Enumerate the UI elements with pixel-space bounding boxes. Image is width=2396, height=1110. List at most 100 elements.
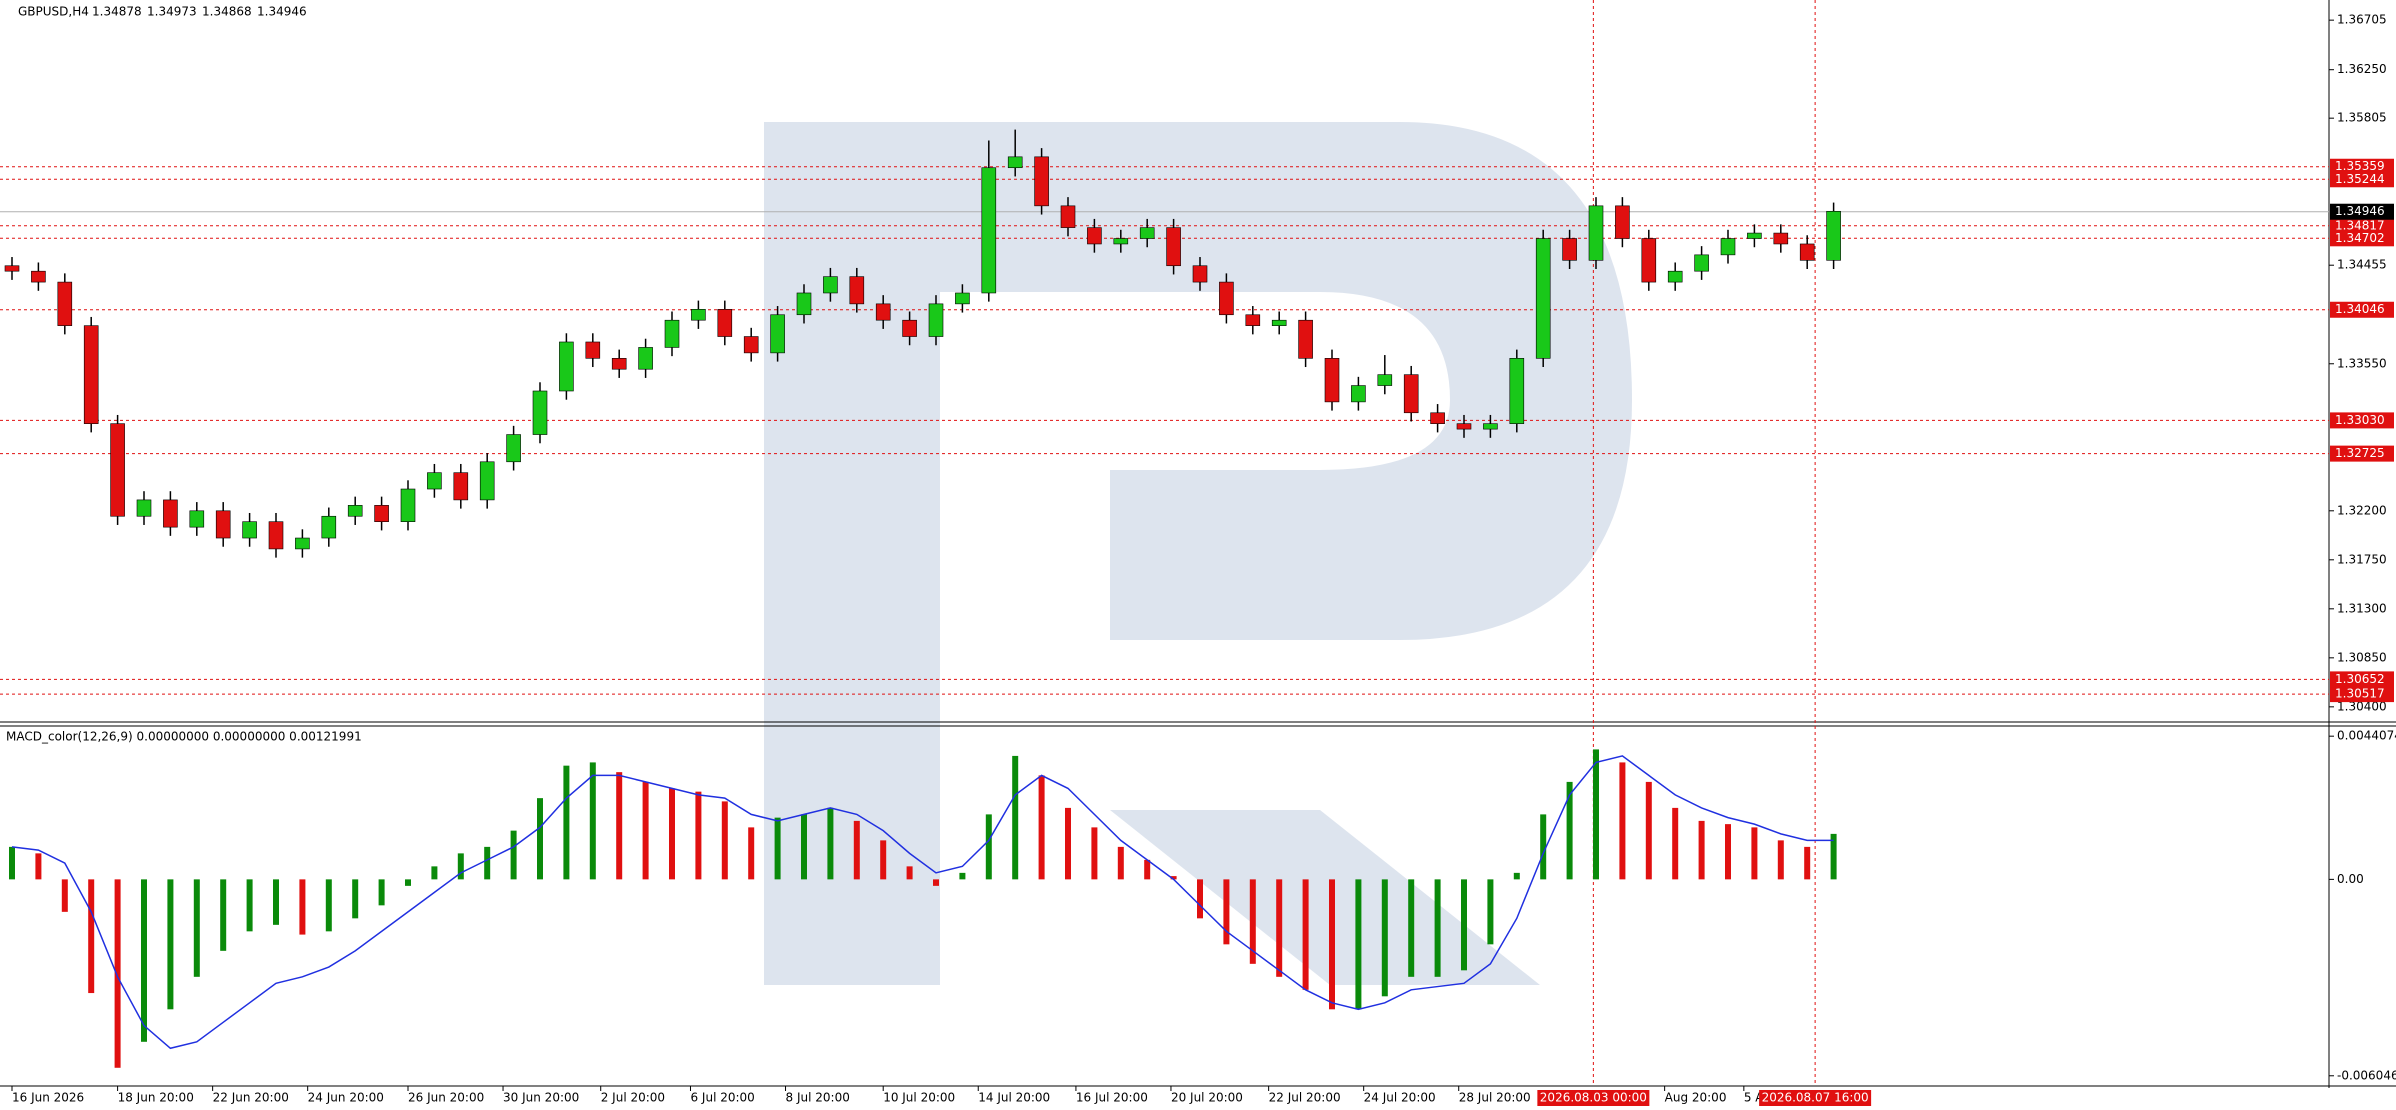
candle-body bbox=[1641, 238, 1657, 283]
macd-bar bbox=[669, 788, 675, 880]
candle-body bbox=[1826, 210, 1841, 261]
candle-body bbox=[1113, 238, 1129, 245]
candle-body bbox=[928, 303, 944, 337]
x-tick-label: 24 Jul 20:00 bbox=[1364, 1091, 1436, 1105]
level-label-box bbox=[2330, 158, 2394, 175]
candle-body bbox=[1720, 238, 1736, 256]
candle-body bbox=[981, 167, 997, 294]
macd-bar bbox=[1672, 807, 1679, 880]
current-price-box bbox=[2330, 203, 2394, 220]
candle-body bbox=[1007, 156, 1023, 169]
x-tick-label: 6 Jul 20:00 bbox=[690, 1091, 754, 1105]
candle-body bbox=[1139, 227, 1155, 239]
candle-body bbox=[374, 505, 389, 522]
candle-body bbox=[83, 325, 99, 424]
x-tick-label: 16 Jun 2026 bbox=[12, 1091, 84, 1105]
y-tick-label: 1.33550 bbox=[2337, 356, 2387, 370]
cursor-label: 2026.08.03 00:00 bbox=[1540, 1091, 1647, 1105]
candle-body bbox=[1377, 374, 1393, 386]
candle-body bbox=[1456, 423, 1472, 430]
x-tick-label: 16 Jul 20:00 bbox=[1076, 1091, 1148, 1105]
candle-body bbox=[691, 309, 706, 321]
macd-bar bbox=[352, 879, 359, 919]
macd-bar bbox=[748, 827, 755, 880]
candle-body bbox=[770, 314, 785, 354]
level-label: 1.34046 bbox=[2335, 302, 2385, 316]
macd-bar bbox=[1751, 827, 1758, 880]
candle-body bbox=[136, 499, 152, 517]
candle-body bbox=[1351, 385, 1366, 403]
candle-body bbox=[1615, 205, 1630, 239]
candle-body bbox=[295, 537, 310, 550]
macd-bar bbox=[1276, 879, 1283, 977]
y-tick-label: 1.30400 bbox=[2337, 699, 2387, 713]
x-tick-label: 18 Jun 20:00 bbox=[118, 1091, 194, 1105]
macd-bar bbox=[906, 866, 913, 880]
y-tick-label: 1.36250 bbox=[2337, 62, 2387, 76]
y-tick-label: 1.30850 bbox=[2337, 650, 2387, 664]
candle-body bbox=[1509, 358, 1525, 424]
macd-bar bbox=[1091, 827, 1098, 880]
candle-body bbox=[717, 309, 733, 337]
macd-bar bbox=[1487, 879, 1494, 945]
candle-body bbox=[611, 358, 627, 370]
candle-body bbox=[1245, 314, 1261, 326]
macd-bar bbox=[1249, 879, 1256, 964]
macd-bar bbox=[273, 879, 279, 925]
quote-high: 1.34973 bbox=[147, 5, 197, 19]
macd-bar bbox=[484, 846, 491, 880]
candle-body bbox=[1667, 270, 1683, 283]
macd-bar bbox=[1038, 775, 1045, 880]
macd-bar bbox=[1804, 846, 1811, 880]
macd-bar bbox=[1593, 749, 1599, 880]
watermark bbox=[764, 122, 1632, 985]
candle-body bbox=[4, 265, 20, 272]
candle-body bbox=[1694, 254, 1709, 272]
level-label-box bbox=[2330, 671, 2394, 688]
y-tick-label: 1.32200 bbox=[2337, 503, 2387, 517]
candle-body bbox=[955, 292, 970, 305]
macd-bar bbox=[1513, 872, 1520, 880]
candle-body bbox=[849, 276, 865, 305]
x-tick-label: 2 Jul 20:00 bbox=[601, 1091, 665, 1105]
macd-bar bbox=[457, 853, 464, 880]
x-tick-label: 24 Jun 20:00 bbox=[308, 1091, 384, 1105]
candle-body bbox=[664, 319, 680, 348]
level-label-box bbox=[2330, 171, 2394, 188]
y-tick-label: 1.34455 bbox=[2337, 258, 2387, 272]
candle-body bbox=[215, 510, 231, 539]
candle-body bbox=[31, 270, 46, 283]
macd-bar bbox=[405, 879, 411, 886]
cursor-label: 2026.08.07 16:00 bbox=[1762, 1091, 1869, 1105]
candle-body bbox=[1060, 205, 1076, 228]
macd-bar bbox=[35, 853, 42, 880]
macd-bar bbox=[1540, 814, 1547, 880]
symbol: GBPUSD,H4 bbox=[18, 5, 89, 19]
level-label: 1.32725 bbox=[2335, 446, 2385, 460]
candle-body bbox=[585, 341, 601, 359]
candle-body bbox=[1298, 319, 1313, 359]
candle-body bbox=[1430, 412, 1445, 424]
cursor-label-box bbox=[1537, 1090, 1650, 1106]
candle-body bbox=[1166, 227, 1181, 267]
level-label-box bbox=[2330, 301, 2394, 318]
candle-body bbox=[268, 521, 284, 550]
y-tick-label: 1.31300 bbox=[2337, 601, 2387, 615]
macd-bar bbox=[801, 814, 807, 880]
macd-bar bbox=[616, 772, 623, 880]
level-label-box bbox=[2330, 412, 2394, 429]
macd-bar bbox=[827, 807, 834, 880]
level-label: 1.33030 bbox=[2335, 413, 2385, 427]
x-tick-label: 10 Jul 20:00 bbox=[883, 1091, 955, 1105]
candle-body bbox=[1324, 358, 1340, 403]
macd-y-tick-label: -0.0060462 bbox=[2337, 1068, 2396, 1082]
macd-bar bbox=[1012, 755, 1019, 880]
macd-bar bbox=[1830, 833, 1837, 880]
macd-bar bbox=[1777, 840, 1784, 880]
candle-body bbox=[1562, 238, 1577, 261]
current-price-label: 1.34946 bbox=[2335, 204, 2385, 218]
quote-low: 1.34868 bbox=[202, 5, 252, 19]
macd-bar bbox=[1170, 876, 1177, 880]
macd-bar bbox=[721, 801, 728, 880]
